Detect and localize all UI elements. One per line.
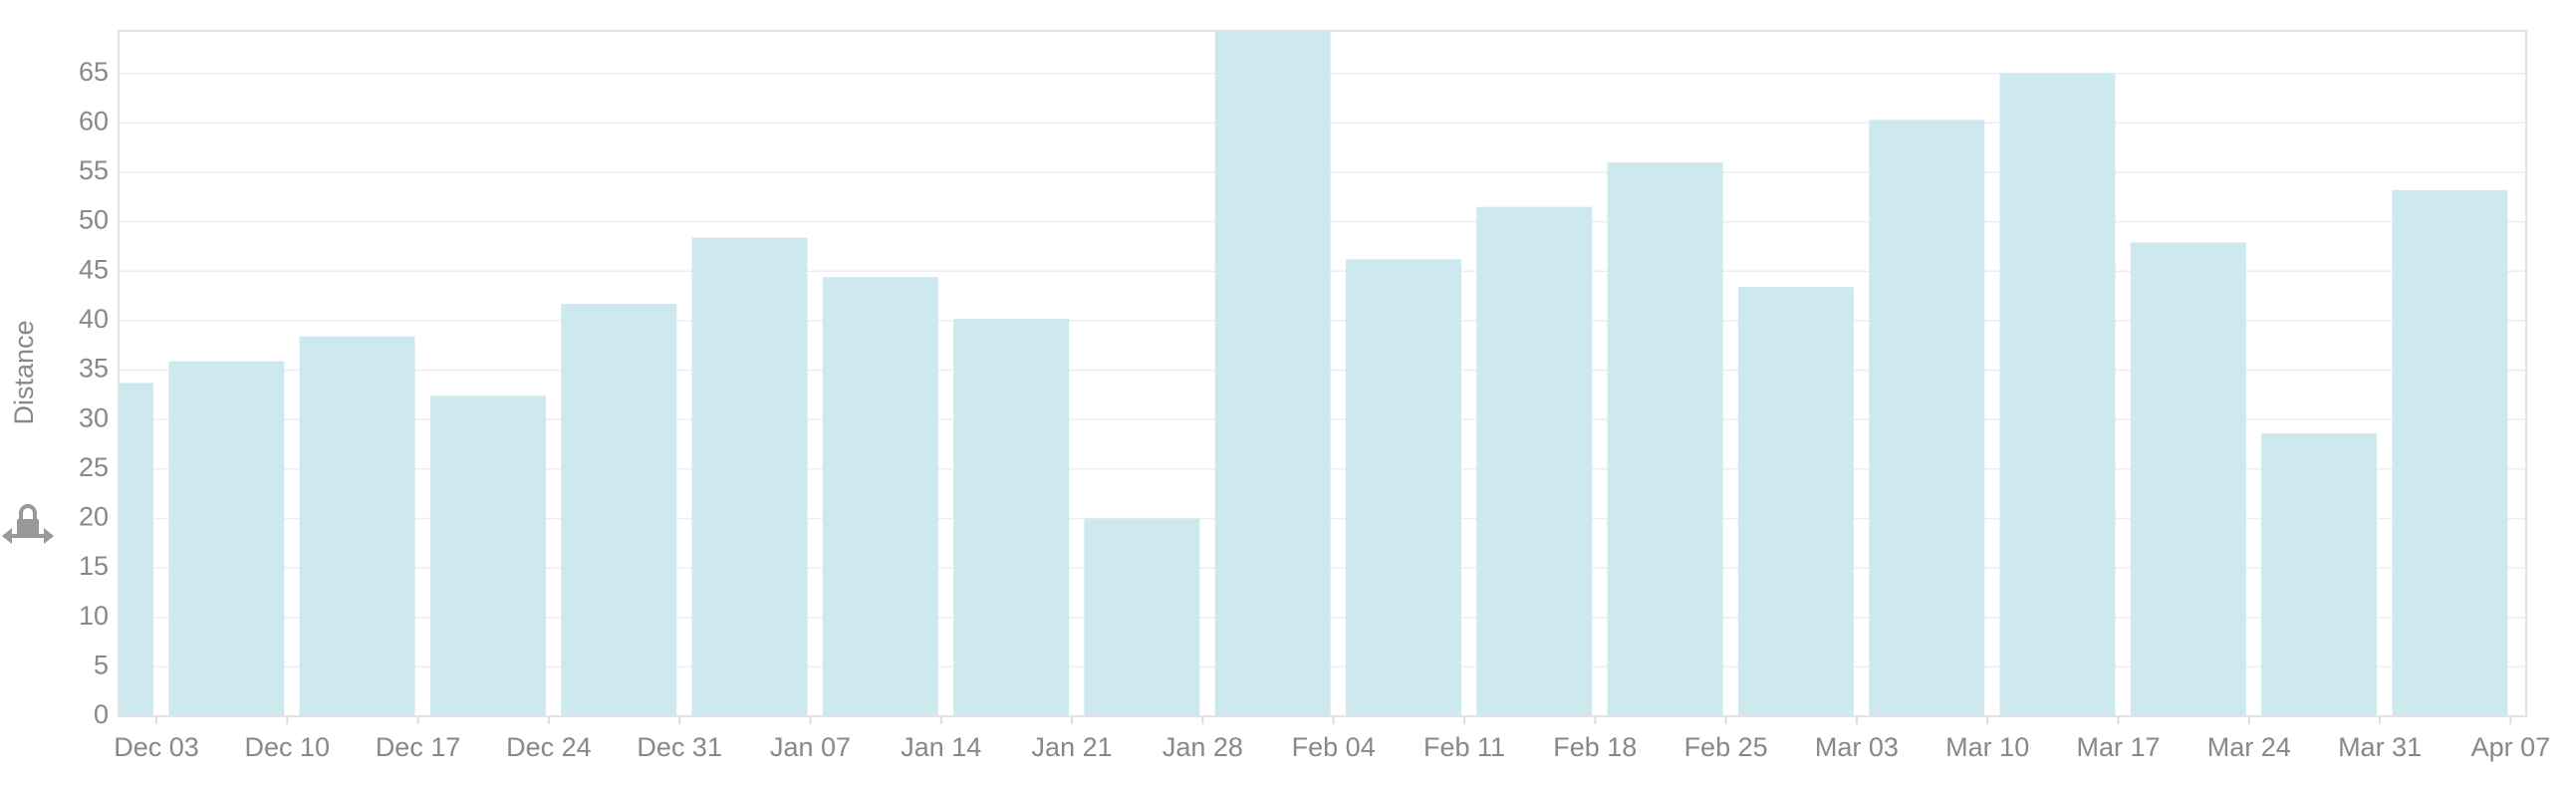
bar	[299, 336, 415, 716]
x-tick-label: Dec 03	[114, 732, 199, 762]
x-tick-label: Dec 10	[245, 732, 331, 762]
y-tick-label: 45	[79, 254, 109, 284]
bar	[1607, 162, 1723, 716]
bar	[429, 395, 546, 716]
x-tick-label: Dec 17	[376, 732, 461, 762]
x-tick-label: Feb 18	[1553, 732, 1637, 762]
y-tick-label: 30	[79, 402, 109, 432]
y-tick-label: 10	[79, 601, 109, 631]
y-tick-label: 5	[94, 650, 109, 679]
bar	[691, 237, 808, 716]
x-tick-label: Jan 07	[770, 732, 851, 762]
bar	[2392, 189, 2508, 716]
y-tick-label: 25	[79, 452, 109, 482]
bar	[168, 361, 285, 716]
y-axis-label: Distance	[9, 320, 39, 424]
bar	[1214, 31, 1331, 716]
x-tick-label: Feb 04	[1292, 732, 1376, 762]
bar	[1476, 206, 1593, 716]
x-tick-label: Mar 24	[2207, 732, 2291, 762]
x-tick-label: Feb 25	[1684, 732, 1768, 762]
bar	[1737, 287, 1854, 716]
bar	[822, 277, 938, 716]
bar	[1084, 518, 1200, 716]
y-tick-label: 50	[79, 205, 109, 235]
x-tick-label: Jan 14	[901, 732, 981, 762]
bar	[2261, 433, 2378, 716]
bar	[1999, 73, 2116, 716]
bar	[2130, 242, 2246, 716]
x-tick-label: Jan 21	[1032, 732, 1113, 762]
bar	[1869, 120, 1985, 716]
y-tick-label: 60	[79, 106, 109, 135]
x-tick-label: Mar 31	[2338, 732, 2422, 762]
bar	[561, 304, 677, 716]
x-tick-label: Apr 07	[2471, 732, 2551, 762]
y-tick-label: 55	[79, 155, 109, 185]
y-tick-label: 40	[79, 304, 109, 334]
y-tick-label: 15	[79, 551, 109, 581]
plot-border	[118, 30, 2527, 717]
x-tick-label: Dec 31	[637, 732, 722, 762]
bar	[953, 318, 1070, 716]
x-tick-label: Mar 10	[1945, 732, 2029, 762]
x-tick-label: Jan 28	[1162, 732, 1243, 762]
bar	[1346, 259, 1461, 716]
x-tick-label: Dec 24	[506, 732, 592, 762]
y-tick-label: 0	[94, 699, 109, 729]
y-tick-label: 35	[79, 354, 109, 384]
y-tick-label: 65	[79, 57, 109, 87]
x-tick-label: Feb 11	[1423, 732, 1505, 762]
bar	[119, 383, 153, 716]
lock-icon	[2, 504, 54, 544]
x-tick-label: Mar 03	[1815, 732, 1899, 762]
y-tick-label: 20	[79, 502, 109, 532]
plot-area	[119, 31, 2508, 716]
x-tick-label: Mar 17	[2076, 732, 2160, 762]
